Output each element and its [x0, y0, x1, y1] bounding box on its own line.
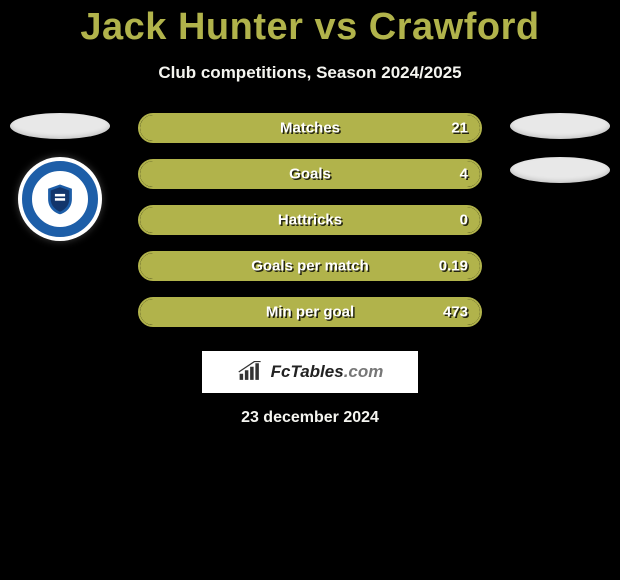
subtitle: Club competitions, Season 2024/2025: [0, 63, 620, 83]
club-badge-halifax: [18, 157, 102, 241]
player-photo-placeholder: [510, 113, 610, 139]
page-title: Jack Hunter vs Crawford: [0, 0, 620, 49]
bar-chart-icon: [237, 361, 265, 383]
stat-bar-goals-per-match: Goals per match 0.19: [138, 251, 482, 281]
stat-label: Goals: [289, 166, 331, 183]
stat-label: Matches: [280, 120, 340, 137]
brand-box: FcTables.com: [202, 351, 418, 393]
stat-bar-hattricks: Hattricks 0: [138, 205, 482, 235]
stat-label: Min per goal: [266, 304, 354, 321]
stat-value: 21: [451, 120, 468, 137]
stat-value: 4: [460, 166, 468, 183]
brand-name: FcTables: [271, 362, 344, 381]
stat-bar-goals: Goals 4: [138, 159, 482, 189]
stats-list: Matches 21 Goals 4 Hattricks 0 Goals per…: [138, 113, 482, 327]
left-column: [0, 113, 120, 241]
badge-inner: [38, 177, 82, 221]
shield-icon: [43, 182, 77, 216]
club-badge-placeholder: [510, 157, 610, 183]
stat-value: 0.19: [439, 258, 468, 275]
content-area: Matches 21 Goals 4 Hattricks 0 Goals per…: [0, 113, 620, 427]
stat-value: 0: [460, 212, 468, 229]
stat-bar-min-per-goal: Min per goal 473: [138, 297, 482, 327]
stat-label: Hattricks: [278, 212, 342, 229]
stat-value: 473: [443, 304, 468, 321]
right-column: [500, 113, 620, 183]
player-photo-placeholder: [10, 113, 110, 139]
date-text: 23 december 2024: [0, 409, 620, 427]
stat-label: Goals per match: [251, 258, 369, 275]
brand-suffix: .com: [344, 362, 384, 381]
stat-bar-matches: Matches 21: [138, 113, 482, 143]
brand-text: FcTables.com: [271, 362, 384, 382]
